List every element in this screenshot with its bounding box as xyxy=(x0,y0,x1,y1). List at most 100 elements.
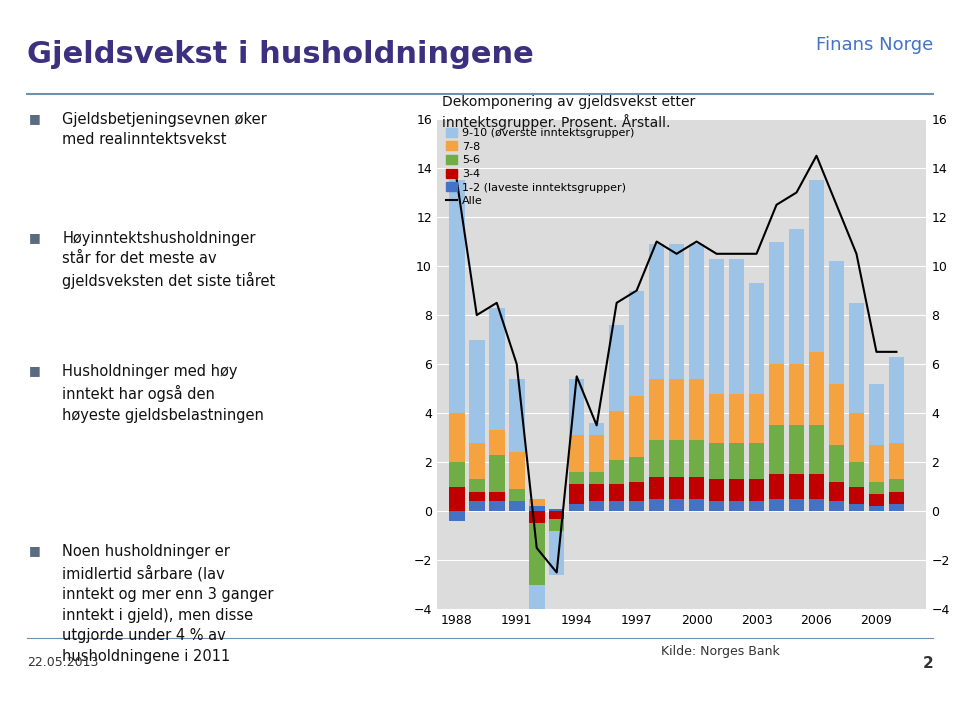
Bar xyxy=(708,501,725,511)
Bar xyxy=(669,477,684,499)
Bar xyxy=(569,504,585,511)
Bar xyxy=(469,479,485,492)
Text: 2: 2 xyxy=(923,656,933,671)
Bar xyxy=(649,244,664,379)
Bar xyxy=(729,394,744,443)
Bar xyxy=(789,474,804,499)
Bar xyxy=(869,384,884,445)
Text: Finans Norge: Finans Norge xyxy=(816,36,933,54)
Bar xyxy=(669,244,684,379)
Bar xyxy=(649,499,664,511)
Bar xyxy=(808,425,825,474)
Bar xyxy=(609,411,624,460)
Text: Høyinntektshusholdninger
står for det meste av
gjeldsveksten det siste tiåret: Høyinntektshusholdninger står for det me… xyxy=(62,231,276,289)
Bar xyxy=(769,242,784,364)
Bar xyxy=(629,482,644,501)
Bar xyxy=(808,474,825,499)
Bar xyxy=(469,492,485,501)
Bar xyxy=(669,379,684,440)
Bar xyxy=(529,506,544,511)
Bar xyxy=(629,396,644,457)
Bar xyxy=(549,509,564,511)
Bar xyxy=(889,357,904,443)
Bar xyxy=(489,501,505,511)
Bar xyxy=(449,413,465,462)
Bar xyxy=(529,523,544,585)
Bar xyxy=(649,379,664,440)
Bar xyxy=(769,474,784,499)
Bar xyxy=(889,492,904,504)
Bar xyxy=(449,462,465,487)
Bar xyxy=(749,443,764,479)
Bar xyxy=(569,485,585,504)
Text: Husholdninger med høy
inntekt har også den
høyeste gjeldsbelastningen: Husholdninger med høy inntekt har også d… xyxy=(62,364,264,423)
Bar xyxy=(729,259,744,394)
Bar xyxy=(629,457,644,482)
Bar xyxy=(489,492,505,501)
Bar xyxy=(549,531,564,575)
Text: ■: ■ xyxy=(29,364,40,377)
Text: Dekomponering av gjeldsvekst etter: Dekomponering av gjeldsvekst etter xyxy=(442,95,695,109)
Bar xyxy=(549,518,564,531)
Bar xyxy=(489,430,505,455)
Bar xyxy=(609,460,624,485)
Bar xyxy=(708,259,725,394)
Text: Gjeldsvekst i husholdningene: Gjeldsvekst i husholdningene xyxy=(27,40,534,68)
Bar xyxy=(769,364,784,425)
Bar xyxy=(449,487,465,511)
Bar xyxy=(569,472,585,485)
Bar xyxy=(789,229,804,364)
Bar xyxy=(489,308,505,430)
Bar xyxy=(729,479,744,501)
Bar xyxy=(749,479,764,501)
Bar xyxy=(849,413,864,462)
Text: Noen husholdninger er
imidlertid sårbare (lav
inntekt og mer enn 3 ganger
inntek: Noen husholdninger er imidlertid sårbare… xyxy=(62,544,274,663)
Bar xyxy=(749,501,764,511)
Bar xyxy=(549,511,564,518)
Bar xyxy=(789,425,804,474)
Bar xyxy=(749,394,764,443)
Bar xyxy=(588,423,605,435)
Bar xyxy=(629,501,644,511)
Bar xyxy=(688,499,705,511)
Bar xyxy=(509,489,524,501)
Bar xyxy=(849,487,864,504)
Bar xyxy=(509,452,524,489)
Bar xyxy=(629,291,644,396)
Text: Kilde: Norges Bank: Kilde: Norges Bank xyxy=(660,645,780,658)
Bar xyxy=(749,283,764,394)
Bar xyxy=(889,504,904,511)
Bar xyxy=(869,445,884,482)
Bar xyxy=(609,501,624,511)
Bar xyxy=(688,244,705,379)
Bar xyxy=(828,384,844,445)
Bar xyxy=(469,340,485,443)
Bar xyxy=(569,435,585,472)
Text: 22.05.2013: 22.05.2013 xyxy=(27,656,98,669)
Bar xyxy=(509,501,524,511)
Bar xyxy=(808,180,825,352)
Bar xyxy=(769,425,784,474)
Bar xyxy=(489,455,505,492)
Bar xyxy=(449,511,465,521)
Bar xyxy=(789,499,804,511)
Bar xyxy=(588,501,605,511)
Bar xyxy=(649,440,664,477)
Bar xyxy=(529,511,544,523)
Bar xyxy=(869,494,884,506)
Bar xyxy=(869,506,884,511)
Text: ■: ■ xyxy=(29,112,40,125)
Bar xyxy=(828,261,844,384)
Bar xyxy=(808,352,825,425)
Bar xyxy=(828,482,844,501)
Bar xyxy=(849,462,864,487)
Bar xyxy=(708,479,725,501)
Bar xyxy=(789,364,804,425)
Bar xyxy=(609,325,624,411)
Bar xyxy=(669,440,684,477)
Bar xyxy=(588,472,605,485)
Bar xyxy=(769,499,784,511)
Legend: 9-10 (øverste inntektsgrupper), 7-8, 5-6, 3-4, 1-2 (laveste inntektsgrupper), Al: 9-10 (øverste inntektsgrupper), 7-8, 5-6… xyxy=(443,125,638,210)
Text: inntektsgrupper. Prosent. Årstall.: inntektsgrupper. Prosent. Årstall. xyxy=(442,114,670,130)
Bar xyxy=(469,501,485,511)
